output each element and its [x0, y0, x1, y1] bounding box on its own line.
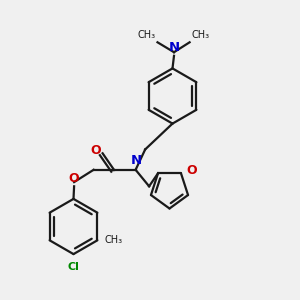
Text: CH₃: CH₃ [138, 30, 156, 40]
Text: CH₃: CH₃ [191, 30, 209, 40]
Text: N: N [168, 41, 180, 54]
Text: O: O [69, 172, 80, 185]
Text: O: O [186, 164, 197, 177]
Text: N: N [131, 154, 142, 167]
Text: O: O [91, 144, 101, 158]
Text: Cl: Cl [68, 262, 80, 272]
Text: CH₃: CH₃ [104, 235, 122, 245]
